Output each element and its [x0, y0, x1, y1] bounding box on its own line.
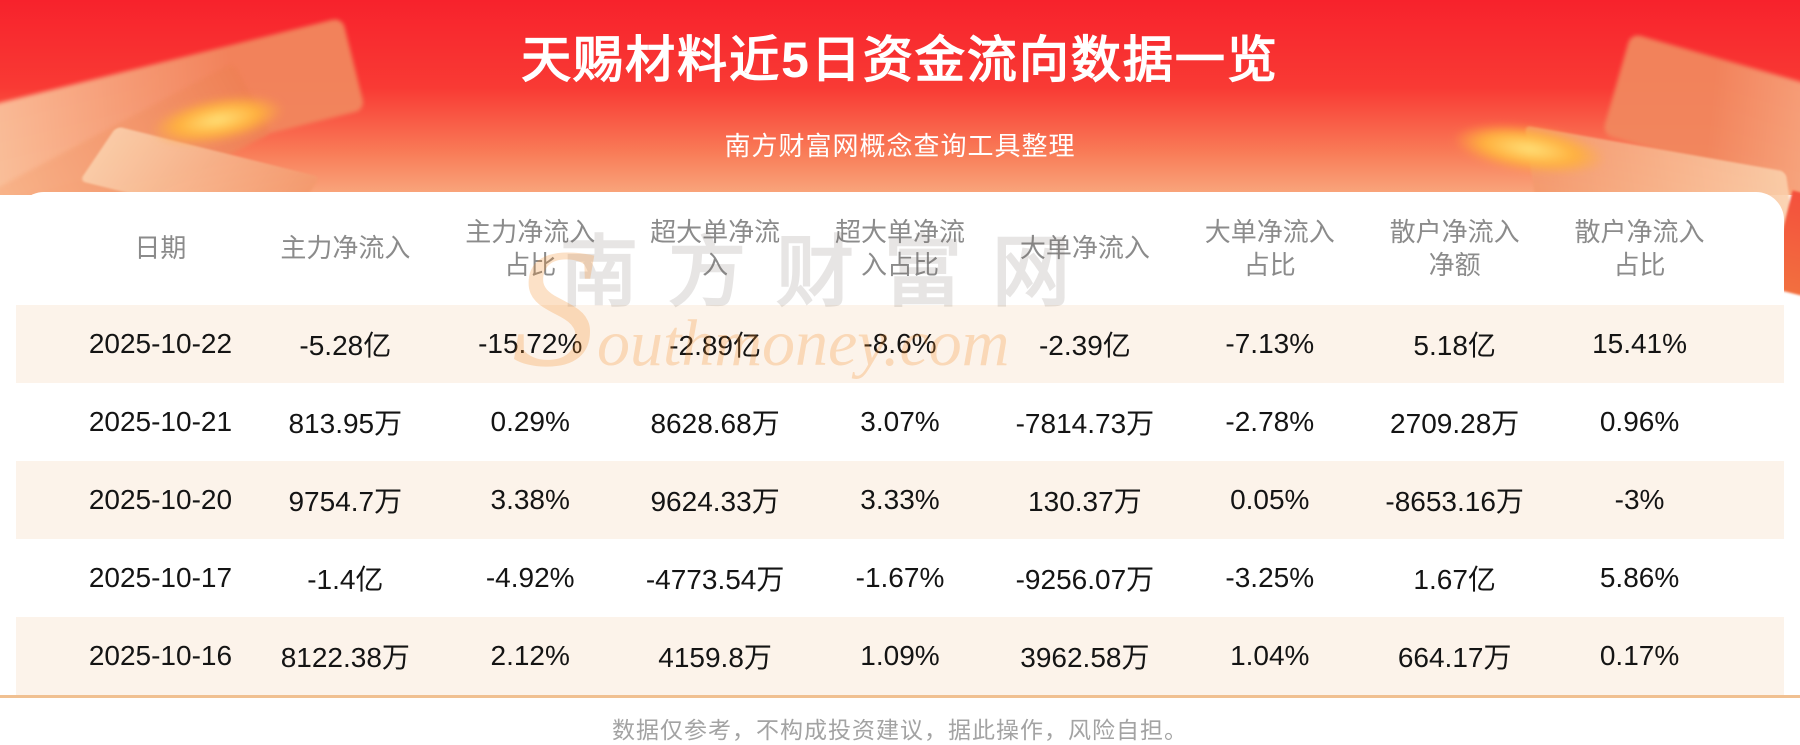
table-row: 2025-10-16 8122.38万 2.12% 4159.8万 1.09% 3962.… — [16, 617, 1784, 695]
page-title: 天赐材料近5日资金流向数据一览 — [521, 32, 1279, 88]
table-cell: 130.37万 — [1028, 486, 1142, 517]
table-cell: 9754.7万 — [288, 486, 403, 517]
table-cell: 1.67亿 — [1413, 564, 1496, 595]
table-cell: 813.95万 — [288, 408, 403, 439]
table-cell: -9256.07万 — [1015, 564, 1155, 595]
table-cell: -3% — [1614, 484, 1665, 515]
table-cell: -1.4亿 — [307, 564, 384, 595]
table-cell: 5.18亿 — [1413, 330, 1496, 361]
column-header: 超大单净流入占比 — [834, 217, 965, 280]
page-subtitle: 南方财富网概念查询工具整理 — [724, 131, 1076, 161]
table-cell: -2.78% — [1225, 406, 1315, 437]
table-body: 2025-10-22 -5.28亿 -15.72% -2.89亿 -8.6% -2.39亿… — [16, 305, 1784, 695]
table-cell: 1.09% — [860, 640, 940, 671]
table-cell: -1.67% — [855, 562, 945, 593]
table-cell: 2025-10-20 — [88, 484, 233, 515]
table-cell: 0.05% — [1230, 484, 1310, 515]
table-cell: 8628.68万 — [650, 408, 780, 439]
table-row: 2025-10-17 -1.4亿 -4.92% -4773.54万 -1.67% -925… — [16, 539, 1784, 617]
table-cell: 3.38% — [490, 484, 570, 515]
table-cell: 5.86% — [1599, 562, 1680, 593]
table-cell: 0.17% — [1599, 640, 1680, 671]
table-cell: -15.72% — [478, 328, 583, 359]
table-cell: 2.12% — [490, 640, 570, 671]
table-cell: -4.92% — [485, 562, 575, 593]
footer-divider-line — [0, 695, 1800, 698]
table-header-row: 日期 主力净流入 主力净流入占比 超大单净流入 超大单净流入占比 大单净流入 大单净流入占比… — [16, 192, 1784, 305]
column-header: 主力净流入占比 — [465, 217, 596, 280]
table-cell: 2025-10-21 — [88, 406, 233, 437]
column-header: 主力净流入 — [280, 233, 411, 264]
table-cell: 0.29% — [490, 406, 570, 437]
table-row: 2025-10-21 813.95万 0.29% 8628.68万 3.07% -7814… — [16, 383, 1784, 461]
table-cell: 15.41% — [1592, 328, 1688, 359]
table-cell: 9624.33万 — [650, 486, 780, 517]
table-cell: -2.89亿 — [669, 330, 762, 361]
table-cell: 3.07% — [860, 406, 940, 437]
table-cell: 2025-10-16 — [88, 640, 233, 671]
data-table-card: 日期 主力净流入 主力净流入占比 超大单净流入 超大单净流入占比 大单净流入 大单净流入占比… — [16, 192, 1784, 695]
table-cell: 1.04% — [1230, 640, 1310, 671]
table-cell: -8653.16万 — [1385, 486, 1524, 517]
table-cell: -7814.73万 — [1015, 408, 1155, 439]
column-header: 大单净流入占比 — [1204, 217, 1335, 280]
table-row: 2025-10-22 -5.28亿 -15.72% -2.89亿 -8.6% -2.39亿… — [16, 305, 1784, 383]
table-cell: -4773.54万 — [645, 564, 785, 595]
table-cell: 2709.28万 — [1390, 408, 1520, 439]
table-cell: 664.17万 — [1397, 642, 1512, 673]
table-cell: -8.6% — [863, 328, 937, 359]
table-cell: 4159.8万 — [658, 642, 772, 673]
table-cell: 3962.58万 — [1020, 642, 1150, 673]
table-cell: -2.39亿 — [1038, 330, 1131, 361]
table-cell: -5.28亿 — [299, 330, 392, 361]
table-row: 2025-10-20 9754.7万 3.38% 9624.33万 3.33% 130.3… — [16, 461, 1784, 539]
table-cell: -3.25% — [1225, 562, 1315, 593]
table-cell: 3.33% — [860, 484, 940, 515]
table-cell: 2025-10-22 — [88, 328, 233, 359]
column-header: 大单净流入 — [1019, 233, 1150, 264]
table-cell: -7.13% — [1225, 328, 1315, 359]
column-header: 日期 — [134, 233, 187, 264]
table-cell: 2025-10-17 — [88, 562, 233, 593]
table-cell: 8122.38万 — [280, 642, 410, 673]
disclaimer-text: 数据仅参考，不构成投资建议，据此操作，风险自担。 — [612, 717, 1188, 743]
column-header: 散户净流入净额 — [1389, 217, 1520, 280]
column-header: 超大单净流入 — [650, 217, 781, 280]
table-cell: 0.96% — [1599, 406, 1680, 437]
column-header: 散户净流入占比 — [1574, 217, 1705, 280]
